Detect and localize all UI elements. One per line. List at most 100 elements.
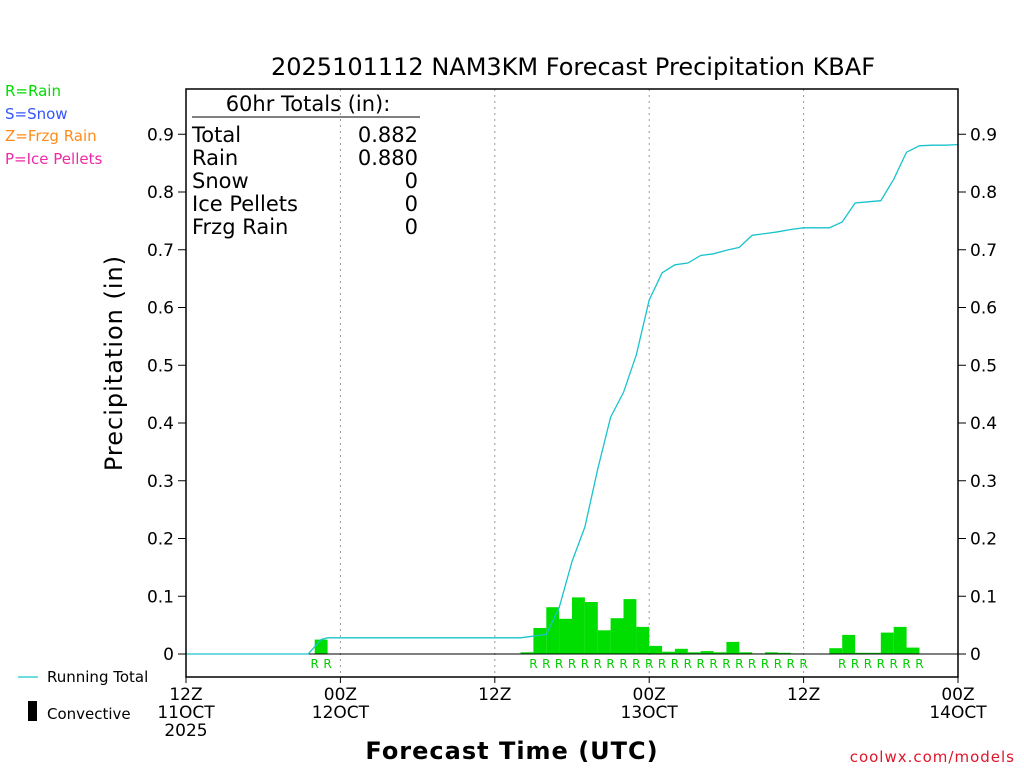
vertical-gridlines <box>339 89 805 677</box>
precip-bar <box>533 628 547 654</box>
precip-type-marker: R <box>877 657 885 671</box>
key-ice-pellets: P=Ice Pellets <box>5 150 102 168</box>
totals-box: 60hr Totals (in): Total 0.882 Rain 0.880… <box>191 92 420 239</box>
precip-bar <box>520 652 534 654</box>
x-tick-label: 2025 <box>164 721 207 741</box>
precip-type-marker: R <box>890 657 898 671</box>
precip-type-marker: R <box>851 657 859 671</box>
precip-type-marker: R <box>555 657 563 671</box>
totals-value-rain: 0.880 <box>358 146 418 170</box>
y-tick-label-right: 0.1 <box>970 587 997 607</box>
precip-type-marker: R <box>323 657 331 671</box>
totals-value-total: 0.882 <box>358 123 418 147</box>
y-tick-label-right: 0.7 <box>970 241 997 261</box>
running-total-line <box>186 143 959 655</box>
y-tick-label-right: 0.3 <box>970 472 997 492</box>
precip-bar <box>700 651 714 654</box>
totals-value-snow: 0 <box>405 169 418 193</box>
running-total-legend-label: Running Total <box>47 668 148 686</box>
totals-label-rain: Rain <box>192 146 238 170</box>
y-axis-label: Precipitation (in) <box>100 255 128 471</box>
y-tick-label-left: 0.8 <box>147 183 174 203</box>
precip-bars <box>314 597 920 654</box>
precip-bar <box>546 607 560 654</box>
precip-bar <box>739 652 753 654</box>
y-tick-label-right: 0.4 <box>970 414 997 434</box>
precip-type-marker: R <box>774 657 782 671</box>
precip-type-marker: R <box>787 657 795 671</box>
key-frzg-rain: Z=Frzg Rain <box>5 127 97 145</box>
precip-bar <box>623 599 637 654</box>
y-tick-label-left: 0.7 <box>147 241 174 261</box>
y-tick-label-left: 0.5 <box>147 356 174 376</box>
precip-type-marker: R <box>594 657 602 671</box>
x-tick-label: 11OCT <box>157 703 215 723</box>
y-tick-label-right: 0.8 <box>970 183 997 203</box>
chart-title: 2025101112 NAM3KM Forecast Precipitation… <box>271 53 875 81</box>
precip-bar <box>842 634 856 654</box>
totals-label-snow: Snow <box>192 169 249 193</box>
precip-bar <box>584 602 598 654</box>
y-tick-label-left: 0.3 <box>147 472 174 492</box>
x-tick-label: 00Z <box>941 685 974 705</box>
precip-bar <box>765 652 778 654</box>
precip-type-marker: R <box>799 657 807 671</box>
y-axis-ticks: 0 00.1 0.10.2 0.20.3 0.30.4 0.40.5 0.50.6 0.60.… <box>147 125 997 665</box>
precip-type-marker: R <box>735 657 743 671</box>
x-tick-label: 13OCT <box>621 703 679 723</box>
precip-type-marker: R <box>697 657 705 671</box>
precip-type-marker: R <box>722 657 730 671</box>
precip-bar <box>687 652 701 654</box>
x-tick-label: 00Z <box>324 685 357 705</box>
precip-bar <box>649 645 663 654</box>
y-tick-label-left: 0 <box>163 645 174 665</box>
key-rain: R=Rain <box>5 82 61 100</box>
precip-bar <box>713 652 727 654</box>
totals-heading: 60hr Totals (in): <box>226 92 391 116</box>
precip-type-marker: R <box>581 657 589 671</box>
precip-type-marker: R <box>542 657 550 671</box>
precip-bar <box>314 639 328 654</box>
y-tick-label-right: 0.9 <box>970 125 997 145</box>
key-snow: S=Snow <box>5 105 68 123</box>
totals-label-ice-pellets: Ice Pellets <box>192 192 298 216</box>
precip-type-marker: R <box>684 657 692 671</box>
x-tick-label: 12OCT <box>312 703 370 723</box>
precip-bar <box>855 652 868 654</box>
convective-legend-label: Convective <box>47 705 131 723</box>
y-tick-label-right: 0 <box>970 645 981 665</box>
precip-type-marker: R <box>902 657 910 671</box>
precip-bar <box>559 618 572 654</box>
precip-bar <box>777 652 791 654</box>
precip-bar <box>636 626 650 654</box>
precip-type-marker: R <box>864 657 872 671</box>
y-tick-label-left: 0.6 <box>147 299 174 319</box>
totals-value-ice-pellets: 0 <box>405 192 418 216</box>
y-tick-label-left: 0.9 <box>147 125 174 145</box>
precip-type-marker: R <box>838 657 846 671</box>
precip-type-marker: R <box>748 657 756 671</box>
y-tick-label-left: 0.2 <box>147 530 174 550</box>
x-tick-label: 12Z <box>478 685 511 705</box>
x-tick-label: 00Z <box>633 685 666 705</box>
x-axis-label: Forecast Time (UTC) <box>365 737 658 765</box>
precip-type-marker: R <box>709 657 717 671</box>
precip-type-marker: R <box>671 657 679 671</box>
precip-type-marker: R <box>761 657 769 671</box>
precip-bar <box>829 648 843 654</box>
y-tick-label-left: 0.1 <box>147 587 174 607</box>
x-tick-label: 12Z <box>787 685 820 705</box>
precip-bar <box>880 632 894 654</box>
precip-type-marker: R <box>915 657 923 671</box>
convective-legend-icon <box>28 701 37 721</box>
plot-frame <box>185 88 959 678</box>
precip-bar <box>906 647 920 654</box>
y-tick-label-right: 0.6 <box>970 299 997 319</box>
precip-type-marker: R <box>632 657 640 671</box>
totals-label-total: Total <box>191 123 241 147</box>
x-tick-label: 12Z <box>169 685 202 705</box>
precip-type-marker: R <box>311 657 319 671</box>
